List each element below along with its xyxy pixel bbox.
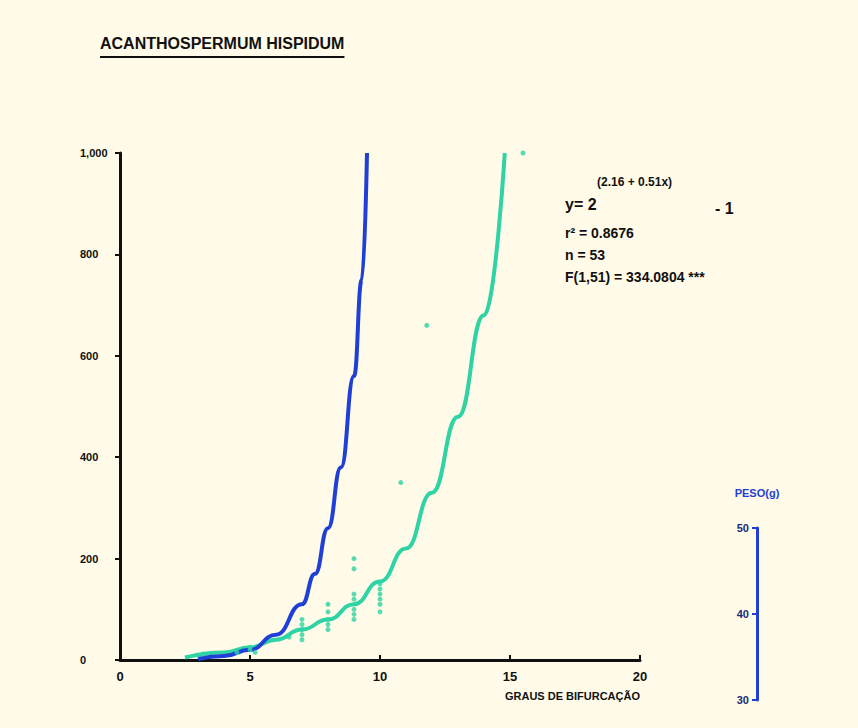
svg-text:(2.16 + 0.51x): (2.16 + 0.51x) [597,175,672,189]
svg-text:0: 0 [116,669,123,684]
svg-text:ACANTHOSPERMUM HISPIDUM: ACANTHOSPERMUM HISPIDUM [100,35,344,52]
svg-text:40: 40 [737,608,749,620]
svg-text:y= 2: y= 2 [565,196,597,213]
svg-text:PESO(g): PESO(g) [735,487,780,499]
svg-text:n = 53: n = 53 [565,247,605,263]
svg-text:0: 0 [80,654,86,666]
svg-text:GRAUS DE BIFURCAÇÃO: GRAUS DE BIFURCAÇÃO [505,690,641,702]
svg-text:200: 200 [80,553,98,565]
svg-text:5: 5 [246,669,253,684]
svg-text:10: 10 [373,669,387,684]
svg-text:1,000: 1,000 [80,147,108,159]
svg-text:r² = 0.8676: r² = 0.8676 [565,225,634,241]
svg-text:- 1: - 1 [715,200,734,217]
svg-text:20: 20 [633,669,647,684]
svg-text:30: 30 [737,694,749,706]
svg-text:50: 50 [737,522,749,534]
svg-text:400: 400 [80,451,98,463]
svg-text:800: 800 [80,248,98,260]
svg-text:600: 600 [80,350,98,362]
svg-text:15: 15 [503,669,517,684]
svg-text:F(1,51) = 334.0804 ***: F(1,51) = 334.0804 *** [565,269,705,285]
